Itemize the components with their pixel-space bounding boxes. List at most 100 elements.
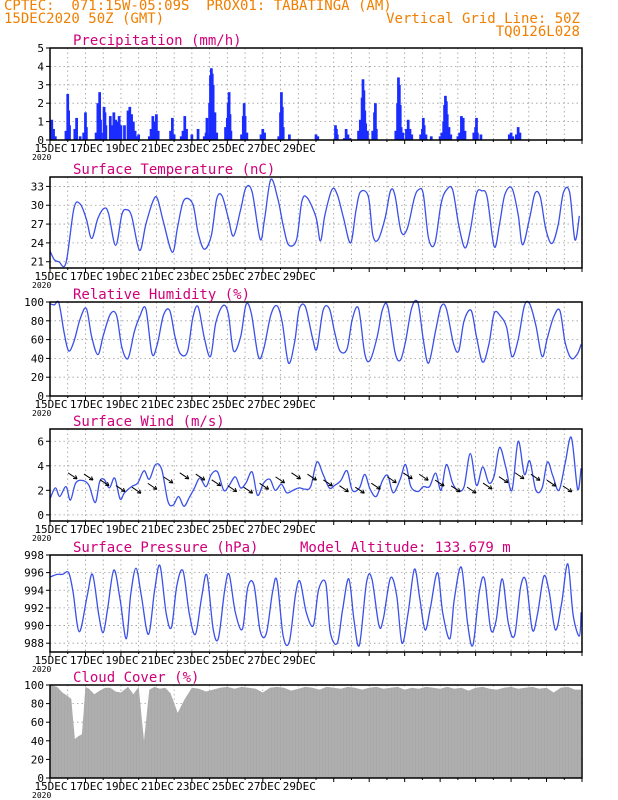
precip-bar — [228, 114, 232, 140]
precip-bar — [475, 117, 478, 140]
wind-arrow-head — [312, 476, 317, 481]
y-tick-label: 3 — [37, 79, 44, 92]
temperature-line — [49, 178, 580, 268]
precip-bar — [447, 127, 451, 140]
x-tick-label: 21DEC — [141, 270, 174, 283]
x-tick-label: 17DEC — [70, 270, 103, 283]
wind-arrow — [195, 473, 206, 481]
wind-arrow — [83, 473, 94, 481]
wind-arrow-head — [487, 485, 493, 490]
precip-bar — [68, 125, 71, 140]
precip-bar — [169, 130, 172, 140]
x-tick-label: 29DEC — [283, 398, 316, 411]
x-tick-label: 17DEC — [70, 523, 103, 536]
precip-bar — [401, 132, 405, 140]
precip-bar — [206, 134, 210, 140]
precip-bar — [394, 130, 398, 140]
y-tick-label: 4 — [37, 460, 44, 473]
y-tick-label: 100 — [24, 679, 44, 692]
y-tick-label: 992 — [24, 602, 44, 615]
wind-arrow-head — [88, 476, 94, 481]
precip-bar — [277, 136, 281, 140]
wind-arrow — [450, 485, 461, 493]
precip-bar — [112, 112, 116, 140]
precip-bar — [155, 114, 158, 140]
precip-bar — [190, 134, 194, 140]
wind-arrow — [243, 486, 253, 494]
wind-arrow — [211, 479, 221, 487]
y-tick-label: 4 — [37, 60, 44, 73]
wind-arrow — [339, 485, 349, 493]
y-tick-label: 24 — [31, 237, 45, 250]
precip-bar — [507, 134, 511, 140]
y-tick-label: 0 — [37, 509, 44, 522]
precip-bar — [133, 130, 137, 140]
x-tick-label: 19DEC — [105, 270, 138, 283]
precip-bar — [364, 123, 368, 140]
wind-line — [49, 436, 582, 507]
precip-bar — [116, 121, 119, 140]
x-tick-label: 15DEC — [34, 398, 67, 411]
precip-bar — [410, 134, 414, 140]
x-tick-label: 21DEC — [141, 142, 174, 155]
y-tick-label: 996 — [24, 567, 44, 580]
x-tick-label: 29DEC — [283, 780, 316, 793]
wind-arrow — [546, 479, 557, 487]
temperature-title: Surface Temperature (nC) — [73, 162, 275, 178]
x-tick-label: 27DEC — [247, 142, 280, 155]
precip-bar — [224, 127, 227, 140]
precip-bar — [456, 136, 460, 140]
y-tick-label: 33 — [31, 180, 44, 193]
x-tick-label: 15DEC — [34, 270, 67, 283]
x-tick-label: 23DEC — [176, 523, 209, 536]
temperature-panel: 21 24 27 30 33 15DEC 17DEC 19DEC 21DEC 23DEC 25DEC… — [31, 162, 583, 290]
precip-bar — [128, 106, 132, 140]
precip-bar — [259, 134, 263, 140]
wind-arrow-head — [360, 489, 365, 494]
wind-arrow-head — [184, 475, 190, 480]
wind-arrow-head — [104, 481, 110, 487]
x-tick-label: 21DEC — [141, 398, 174, 411]
precip-bar — [215, 132, 219, 140]
wind-arrow — [147, 482, 158, 490]
wind-arrow — [530, 473, 541, 481]
precip-bar — [511, 136, 515, 140]
y-tick-label: 30 — [31, 199, 44, 212]
precip-bar — [449, 134, 453, 140]
x-tick-label: 27DEC — [247, 270, 280, 283]
y-tick-label: 0 — [37, 390, 44, 403]
x-tick-label: 23DEC — [176, 780, 209, 793]
precip-bar — [84, 127, 88, 140]
precip-bar — [399, 127, 403, 140]
wind-arrow-head — [200, 476, 206, 481]
precip-bar — [149, 128, 153, 140]
y-tick-label: 100 — [24, 296, 44, 309]
y-tick-label: 2 — [37, 484, 44, 497]
wind-arrow — [466, 486, 477, 494]
precip-bar — [371, 130, 375, 140]
precip-bar — [94, 132, 98, 140]
precip-bar — [73, 128, 77, 140]
precip-bar — [151, 116, 155, 140]
x-tick-label: 25DEC — [212, 654, 245, 667]
wind-arrow — [291, 472, 301, 480]
y-tick-label: 80 — [31, 698, 44, 711]
precip-bar — [438, 136, 442, 140]
precip-bar — [126, 110, 130, 140]
year-label: 2020 — [32, 665, 51, 674]
wind-arrow — [386, 476, 397, 484]
precip-panel: 0 1 2 3 4 5 15DEC 17DEC 19DEC 21DEC 23DEC 25DEC 27DE… — [32, 33, 583, 162]
wind-arrow-head — [296, 475, 301, 480]
precip-bar — [53, 136, 57, 140]
x-tick-label: 15DEC — [34, 523, 67, 536]
x-tick-label: 17DEC — [70, 780, 103, 793]
x-tick-label: 17DEC — [70, 654, 103, 667]
precip-bar — [213, 112, 217, 140]
header-code: TQ0126L028 — [495, 24, 580, 40]
x-tick-label: 19DEC — [105, 780, 138, 793]
precip-bar — [516, 127, 520, 140]
precip-bar — [100, 132, 103, 140]
precip-bar — [156, 130, 160, 140]
wind-arrow — [434, 479, 445, 487]
y-tick-label: 40 — [31, 735, 44, 748]
